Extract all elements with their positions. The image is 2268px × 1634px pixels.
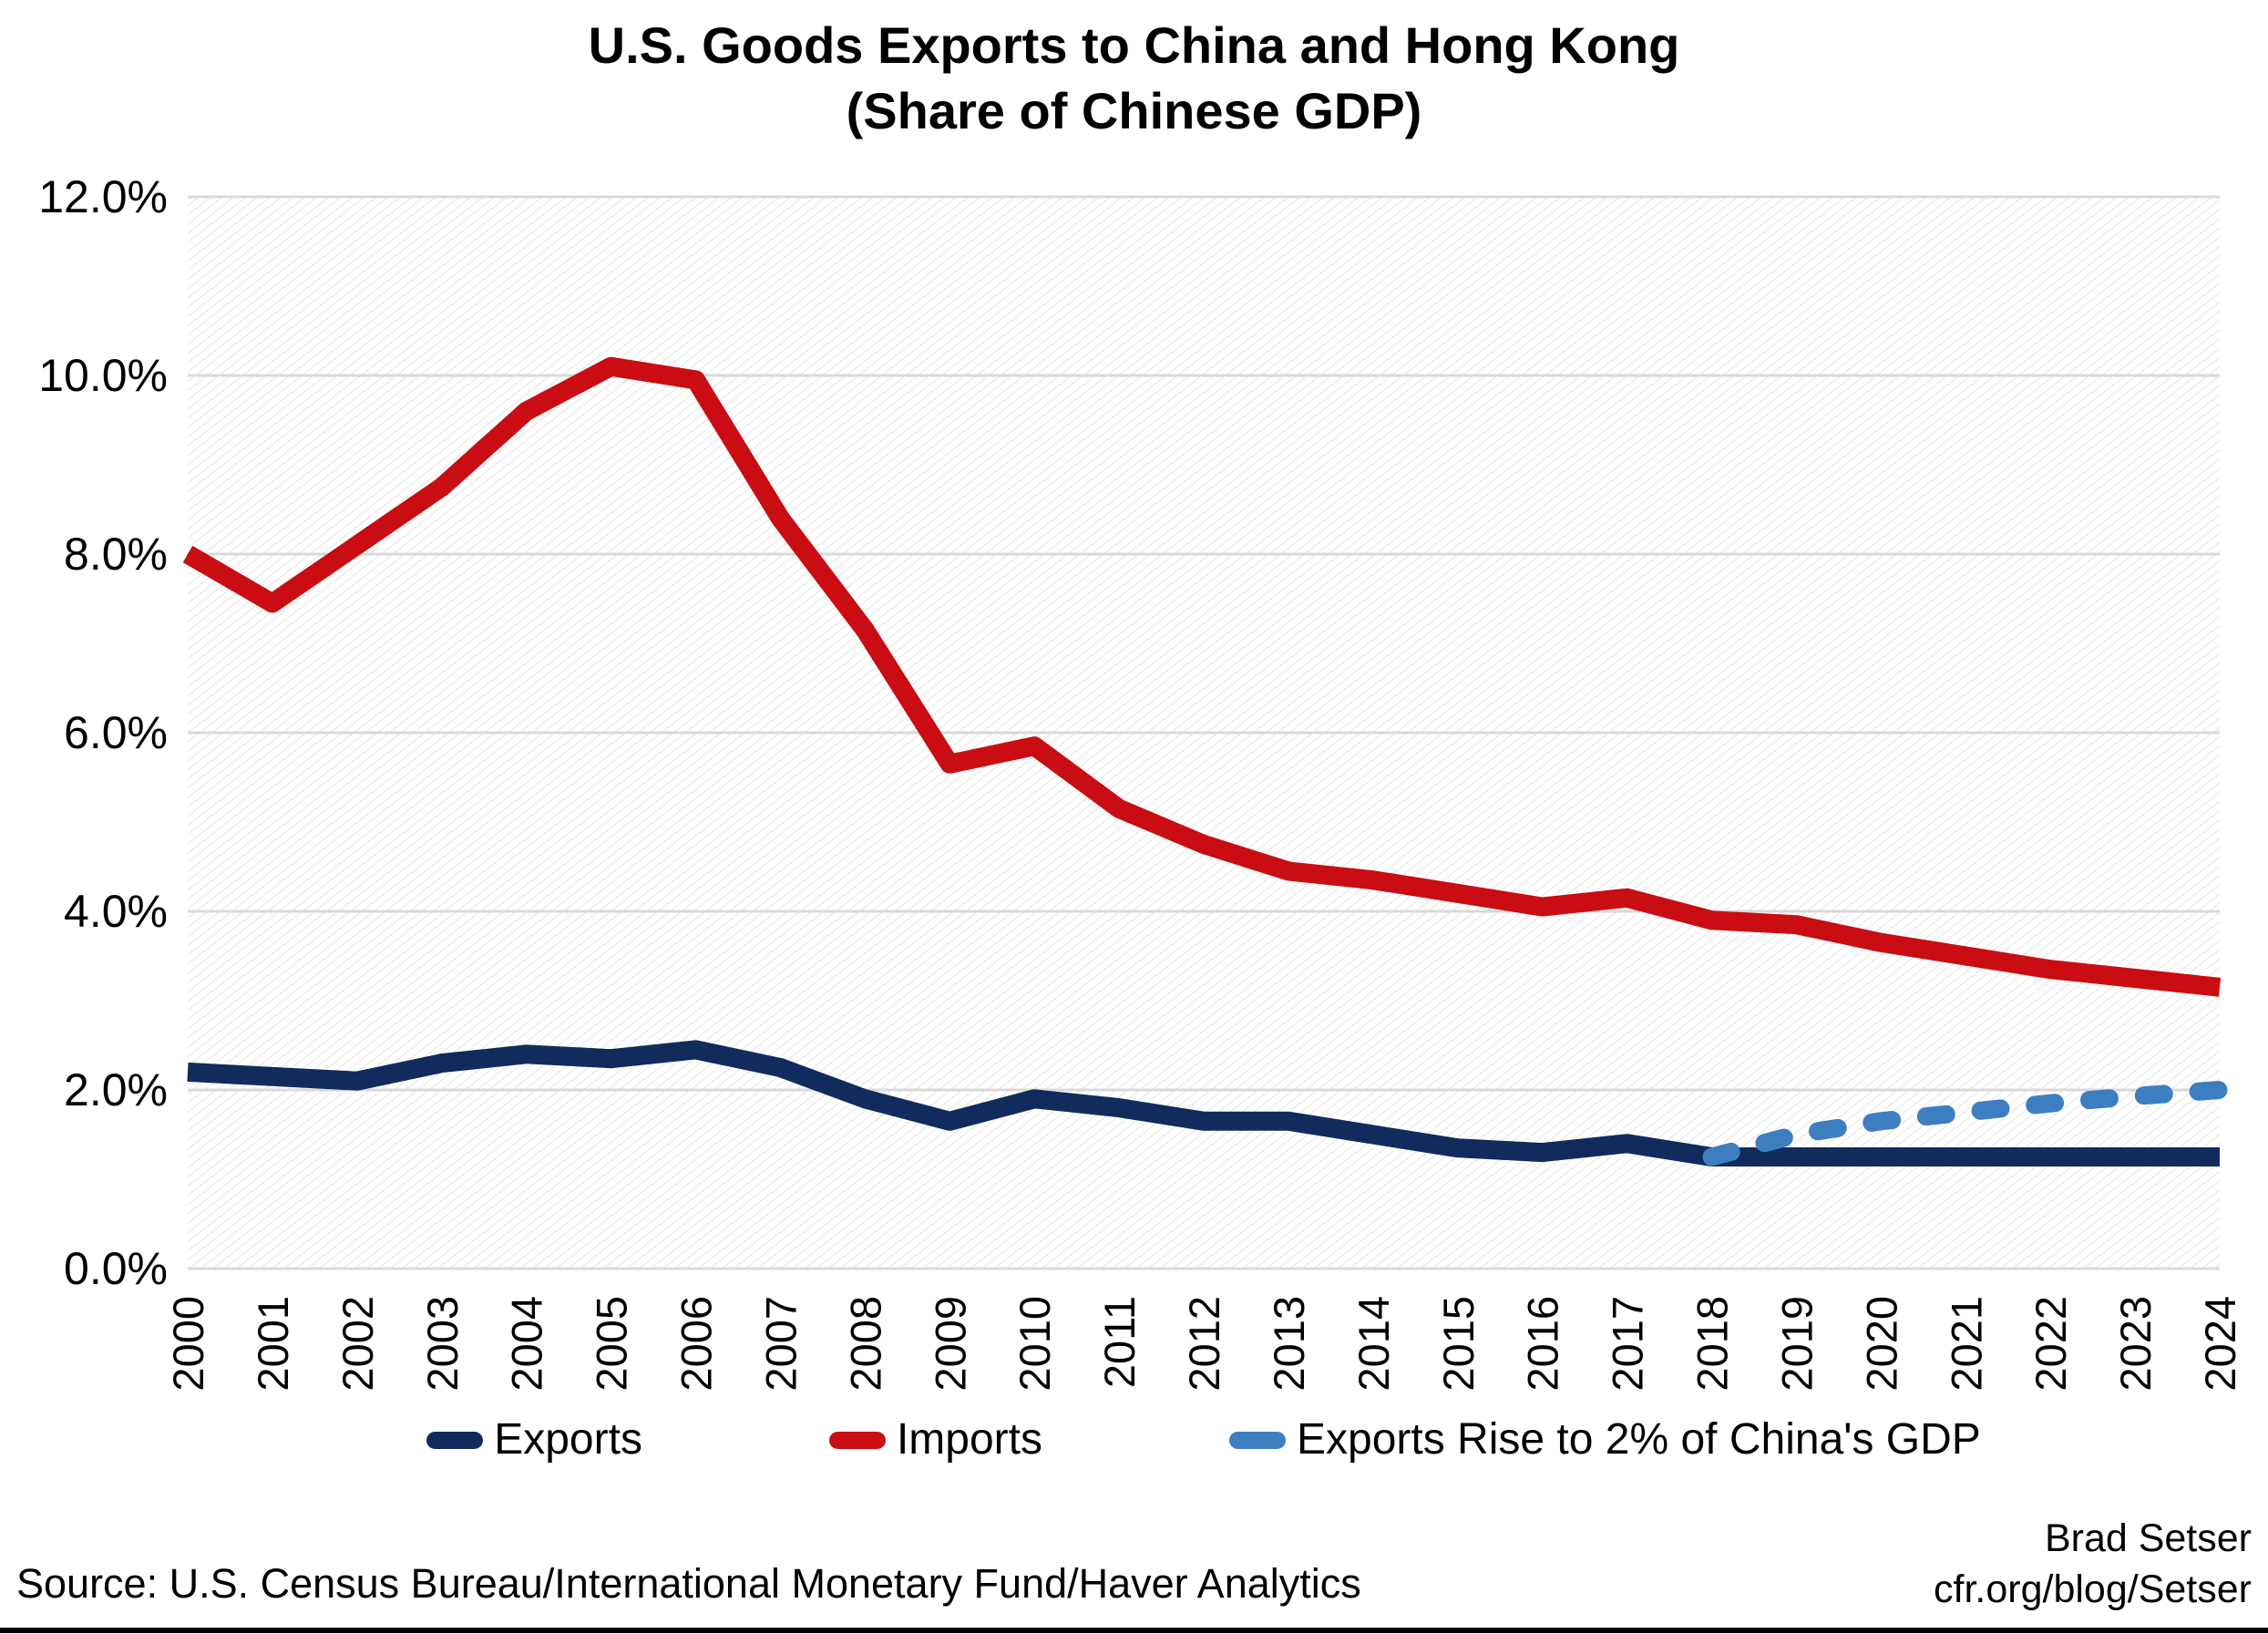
chart-title-line-2: (Share of Chinese GDP): [846, 82, 1422, 139]
source-note: Source: U.S. Census Bureau/International…: [16, 1560, 1361, 1607]
x-tick-label: 2000: [164, 1296, 212, 1392]
x-tick-label: 2014: [1350, 1296, 1398, 1392]
x-tick-label: 2016: [1519, 1296, 1567, 1392]
x-tick-label: 2006: [672, 1296, 721, 1392]
bottom-border: [0, 1628, 2268, 1633]
x-tick-label: 2015: [1434, 1296, 1483, 1392]
x-tick-label: 2017: [1604, 1296, 1652, 1392]
scenario-line-swatch: [1228, 1431, 1286, 1449]
x-tick-label: 2020: [1857, 1296, 1905, 1392]
x-tick-label: 2021: [1942, 1296, 1990, 1392]
x-tick-label: 2008: [841, 1296, 889, 1392]
legend: Exports Imports Exports Rise to 2% of Ch…: [188, 1411, 2220, 1469]
x-tick-label: 2005: [588, 1296, 636, 1392]
chart-title-line-1: U.S. Goods Exports to China and Hong Kon…: [588, 16, 1680, 74]
x-tick-label: 2007: [756, 1296, 805, 1392]
legend-label-scenario: Exports Rise to 2% of China's GDP: [1296, 1415, 1981, 1464]
imports-line-swatch: [828, 1431, 886, 1449]
credit-url: cfr.org/blog/Setser: [1934, 1567, 2252, 1611]
y-tick-label: 2.0%: [64, 1064, 168, 1115]
x-tick-label: 2022: [2027, 1296, 2075, 1392]
x-tick-label: 2023: [2111, 1296, 2160, 1392]
credit: Brad Setser cfr.org/blog/Setser: [1934, 1513, 2252, 1615]
y-tick-label: 10.0%: [38, 350, 168, 401]
scenario-line: [1702, 1081, 2229, 1166]
exports-line: [187, 1040, 2220, 1166]
x-tick-label: 2009: [926, 1296, 974, 1392]
x-tick-label: 2003: [418, 1296, 467, 1392]
y-tick-label: 4.0%: [64, 886, 168, 937]
x-tick-label: 2002: [334, 1296, 382, 1392]
credit-author: Brad Setser: [2044, 1516, 2252, 1560]
chart-title: U.S. Goods Exports to China and Hong Kon…: [0, 13, 2268, 144]
x-tick-label: 2024: [2196, 1296, 2244, 1392]
imports-line: [182, 356, 2222, 997]
x-tick-label: 2004: [503, 1296, 551, 1392]
legend-item-imports: Imports: [828, 1414, 1042, 1465]
legend-label-imports: Imports: [896, 1415, 1042, 1464]
x-tick-label: 2001: [249, 1296, 297, 1392]
legend-item-scenario: Exports Rise to 2% of China's GDP: [1228, 1414, 1981, 1465]
y-tick-label: 8.0%: [64, 529, 168, 580]
x-tick-label: 2011: [1095, 1296, 1144, 1388]
legend-item-exports: Exports: [426, 1414, 642, 1465]
x-tick-label: 2012: [1180, 1296, 1228, 1392]
x-tick-label: 2010: [1011, 1296, 1059, 1392]
y-tick-label: 0.0%: [64, 1243, 168, 1294]
x-tick-label: 2013: [1265, 1296, 1313, 1392]
legend-label-exports: Exports: [494, 1415, 642, 1464]
x-tick-label: 2019: [1772, 1296, 1821, 1392]
y-tick-label: 12.0%: [38, 171, 168, 222]
exports-line-swatch: [426, 1431, 484, 1449]
y-tick-label: 6.0%: [64, 707, 168, 758]
x-tick-label: 2018: [1688, 1296, 1737, 1392]
